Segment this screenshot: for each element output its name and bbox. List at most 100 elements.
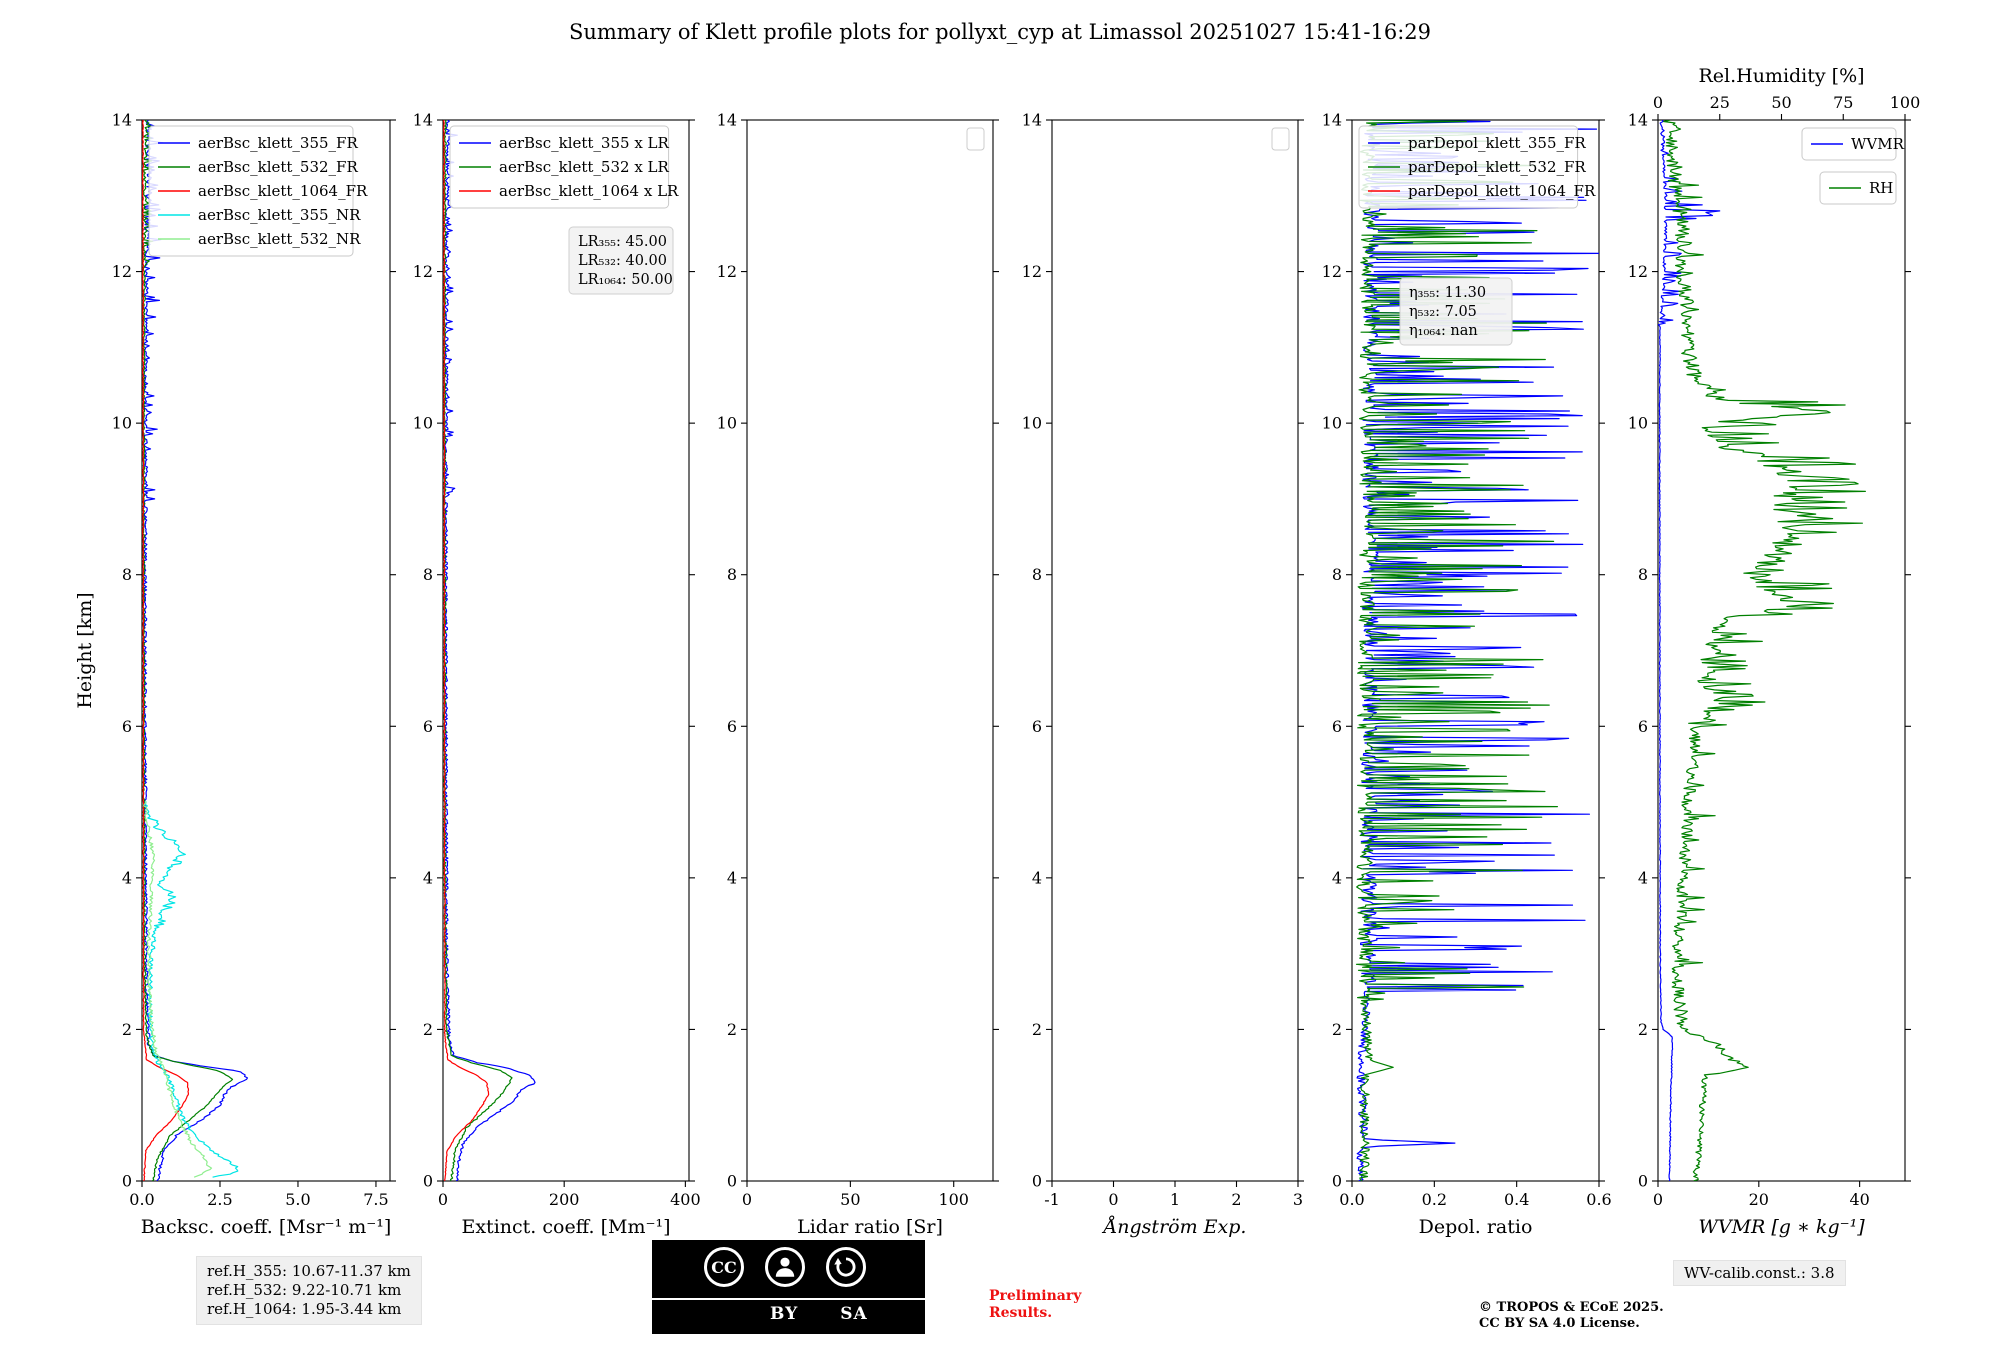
x-tick-label: 7.5 (363, 1190, 388, 1209)
axes-frame (442, 119, 690, 1182)
y-tick-label: 12 (1022, 262, 1042, 281)
x-tick-label: 0.4 (1504, 1190, 1529, 1209)
legend-box (449, 125, 670, 209)
legend-empty-box (966, 127, 985, 151)
y-tick-label: 10 (413, 414, 433, 433)
y-tick-label: 10 (717, 414, 737, 433)
legend-label: aerBsc_klett_355 x LR (499, 134, 670, 152)
y-tick-label: 12 (112, 262, 132, 281)
y-tick-label: 6 (1032, 717, 1042, 736)
y-tick-label: 10 (1322, 414, 1342, 433)
y-tick-label: 0 (1638, 1172, 1648, 1191)
y-tick-label: 6 (122, 717, 132, 736)
series-WVMR (1658, 120, 1721, 1181)
series-aerBsc_klett_355_FR (143, 120, 248, 1181)
ref-h-355: ref.H_355: 10.67-11.37 km (207, 1262, 411, 1280)
legend-label: WVMR (1851, 135, 1905, 153)
top-tick-label: 75 (1833, 93, 1853, 112)
figure-title: Summary of Klett profile plots for polly… (568, 20, 1431, 44)
legend-empty-box (1271, 127, 1290, 151)
copyright-line-1: © TROPOS & ECoE 2025. (1479, 1300, 1664, 1315)
y-axis-label: Height [km] (74, 592, 96, 708)
y-tick-label: 12 (717, 262, 737, 281)
y-tick-label: 14 (1322, 111, 1342, 130)
y-tick-label: 2 (423, 1020, 433, 1039)
axes-frame (1351, 119, 1600, 1182)
legend-label: aerBsc_klett_1064 x LR (499, 182, 679, 200)
cc-by-sa-badge: CC BY SA (652, 1240, 925, 1334)
legend-label: aerBsc_klett_355_NR (198, 206, 361, 224)
top-tick-label: 50 (1771, 93, 1791, 112)
x-tick-label: 400 (670, 1190, 701, 1209)
share-alike-icon (826, 1247, 866, 1287)
x-tick-label: 2.5 (207, 1190, 232, 1209)
copyright-note: © TROPOS & ECoE 2025. CC BY SA 4.0 Licen… (1479, 1300, 1664, 1332)
legend-label: aerBsc_klett_355_FR (198, 134, 358, 152)
series-aerBsc_klett_532_x_LR (443, 120, 513, 1181)
legend-label: RH (1869, 179, 1893, 197)
top-tick-label: 100 (1890, 93, 1921, 112)
y-tick-label: 14 (717, 111, 737, 130)
y-tick-label: 14 (413, 111, 433, 130)
x-axis-label: WVMR [g ∗ kg⁻¹] (1698, 1216, 1865, 1238)
y-tick-label: 4 (1638, 868, 1648, 887)
axes-frame (746, 119, 994, 1182)
x-tick-label: 0.2 (1422, 1190, 1447, 1209)
top-axis-label: Rel.Humidity [%] (1698, 65, 1864, 87)
x-axis-label: Ångström Exp. (1102, 1216, 1247, 1238)
ref-h-532: ref.H_532: 9.22-10.71 km (207, 1281, 402, 1299)
y-tick-label: 10 (1022, 414, 1042, 433)
cc-badge-labels: BY SA (770, 1304, 868, 1324)
y-tick-label: 2 (1638, 1020, 1648, 1039)
y-tick-label: 2 (122, 1020, 132, 1039)
y-tick-label: 0 (1032, 1172, 1042, 1191)
series-aerBsc_klett_532_NR (143, 801, 213, 1178)
annotation-line: LR₃₅₅: 45.00 (578, 234, 667, 250)
x-tick-label: 100 (938, 1190, 969, 1209)
x-tick-label: 0.0 (129, 1190, 154, 1209)
annotation-line: η₃₅₅: 11.30 (1409, 285, 1486, 301)
y-tick-label: 10 (112, 414, 132, 433)
series-aerBsc_klett_355_x_LR (443, 120, 536, 1181)
x-axis-label: Extinct. coeff. [Mm⁻¹] (461, 1216, 670, 1238)
y-tick-label: 2 (1332, 1020, 1342, 1039)
cc-badge-divider (652, 1298, 925, 1300)
series-aerBsc_klett_1064_x_LR (443, 120, 490, 1181)
panel-wvmr: 0 2 4 6 8 10 12 14 0 20 40 WVMR [g ∗ kg⁻¹] 0 25 50 75 10… (1628, 65, 1921, 1238)
y-tick-label: 10 (1628, 414, 1648, 433)
share-alike-icon-glyph (834, 1257, 856, 1277)
y-tick-label: 12 (1322, 262, 1342, 281)
legend-label: aerBsc_klett_532 x LR (499, 158, 670, 176)
y-tick-label: 12 (413, 262, 433, 281)
y-tick-label: 6 (1332, 717, 1342, 736)
x-tick-label: 0 (1108, 1190, 1118, 1209)
annotation-line: η₁₀₆₄: nan (1409, 323, 1478, 339)
x-tick-label: 0 (742, 1190, 752, 1209)
y-tick-label: 14 (112, 111, 132, 130)
y-axis-label-group: Height [km] (74, 592, 96, 708)
y-tick-label: 0 (122, 1172, 132, 1191)
x-tick-label: 0.0 (1339, 1190, 1364, 1209)
x-tick-label: -1 (1044, 1190, 1060, 1209)
x-tick-label: 0.6 (1586, 1190, 1611, 1209)
person-icon (765, 1247, 805, 1287)
series-parDepol_klett_355_FR (1356, 120, 1599, 1181)
x-tick-label: 3 (1293, 1190, 1303, 1209)
series-aerBsc_klett_355_NR (144, 801, 239, 1178)
preliminary-note: Preliminary Results. (989, 1288, 1081, 1322)
legend-box (148, 125, 354, 257)
panel-lidar_ratio: 0 2 4 6 8 10 12 14 0 50 100 Lidar ratio [Sr] (717, 111, 999, 1238)
series-RH (1663, 120, 1866, 1181)
legend-label: parDepol_klett_532_FR (1408, 158, 1586, 176)
cc-icon-text: CC (711, 1257, 737, 1277)
y-tick-label: 8 (727, 565, 737, 584)
y-tick-label: 4 (122, 868, 132, 887)
copyright-line-2: CC BY SA 4.0 License. (1479, 1316, 1640, 1331)
x-tick-label: 20 (1749, 1190, 1769, 1209)
top-tick-label: 25 (1710, 93, 1730, 112)
x-tick-label: 5.0 (285, 1190, 310, 1209)
panel-backscatter: 0 2 4 6 8 10 12 14 0.0 2.5 5.0 7.5 Backsc. coeff. [M… (112, 111, 396, 1238)
